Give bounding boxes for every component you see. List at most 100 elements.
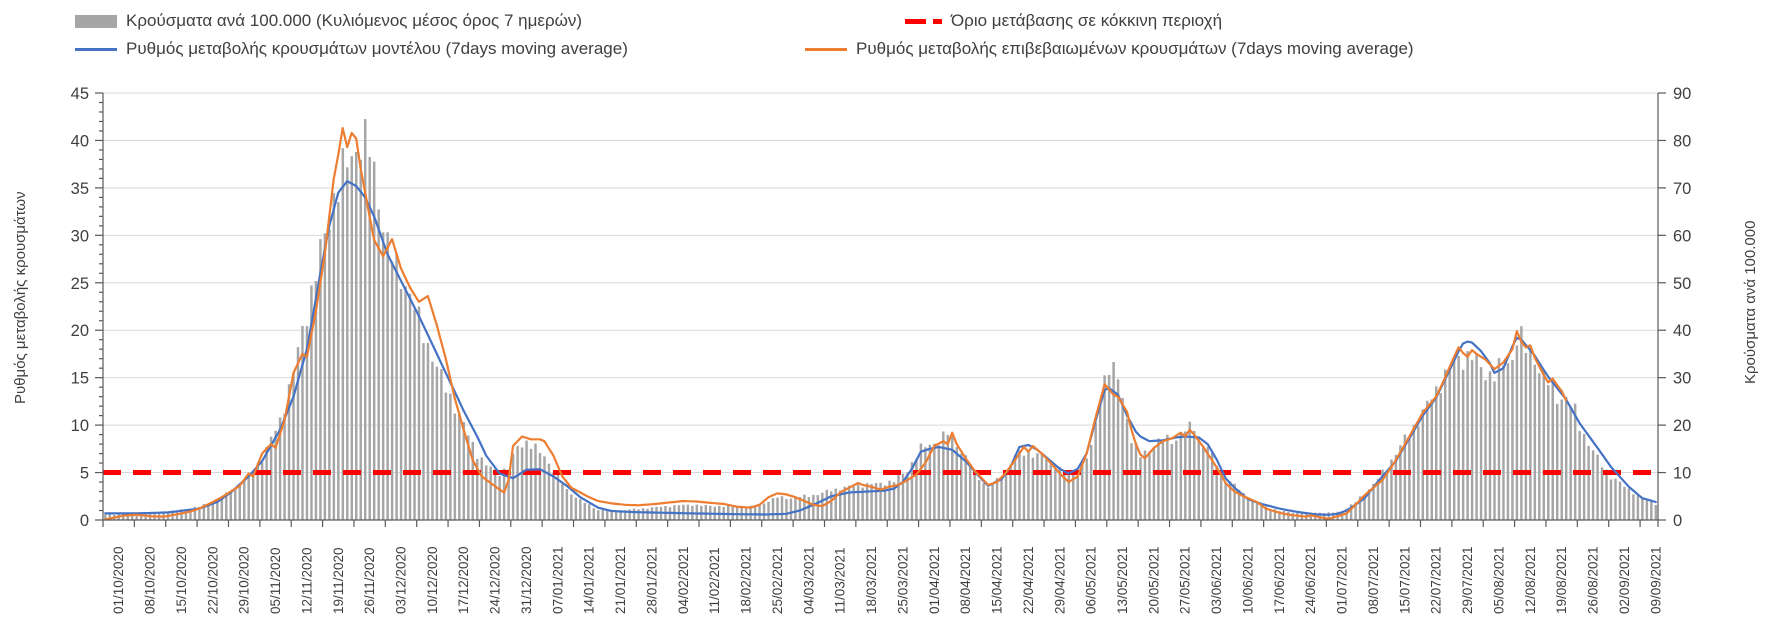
legend-label: Κρούσματα ανά 100.000 (Κυλιόμενος μέσος … bbox=[126, 11, 583, 30]
legend-item-cases-bars: Κρούσματα ανά 100.000 (Κυλιόμενος μέσος … bbox=[75, 11, 582, 31]
x-axis-tick-label: 31/12/2020 bbox=[519, 546, 534, 614]
bar bbox=[511, 453, 515, 520]
bar bbox=[283, 413, 286, 520]
bar bbox=[1650, 501, 1653, 520]
bar bbox=[180, 509, 183, 520]
x-axis-tick-label: 10/06/2021 bbox=[1240, 546, 1255, 614]
left-axis-tick-label: 35 bbox=[71, 180, 89, 198]
bar bbox=[955, 446, 958, 520]
bar bbox=[1143, 450, 1147, 520]
bar bbox=[919, 443, 923, 520]
bar bbox=[1031, 457, 1035, 520]
bar bbox=[251, 472, 255, 520]
bar bbox=[1385, 470, 1389, 520]
bar bbox=[780, 496, 784, 520]
bar bbox=[1273, 509, 1277, 520]
dashed-line-swatch bbox=[905, 18, 942, 24]
bar bbox=[1358, 496, 1362, 520]
bar bbox=[1551, 382, 1554, 520]
left-axis-tick-label: 10 bbox=[71, 417, 89, 435]
bar bbox=[758, 504, 761, 520]
bar bbox=[812, 494, 815, 520]
x-axis-tick-label: 15/04/2021 bbox=[990, 546, 1005, 614]
x-axis-tick-label: 20/05/2021 bbox=[1146, 546, 1161, 614]
legend-item-red-threshold: Όριο μετάβασης σε κόκκινη περιοχή bbox=[905, 11, 1222, 31]
bar bbox=[1363, 494, 1366, 520]
bar bbox=[108, 514, 112, 520]
bar bbox=[426, 342, 430, 520]
x-axis-tick-label: 26/08/2021 bbox=[1586, 546, 1601, 614]
bar bbox=[767, 501, 770, 520]
bar bbox=[1372, 483, 1375, 520]
bar bbox=[1282, 510, 1286, 520]
bar bbox=[1600, 467, 1604, 520]
bar bbox=[597, 510, 600, 520]
legend-label: Ρυθμός μεταβολής κρουσμάτων μοντέλου (7d… bbox=[126, 39, 628, 58]
bar bbox=[552, 472, 555, 520]
bar bbox=[1403, 434, 1407, 520]
bar bbox=[1049, 460, 1053, 520]
bar bbox=[1488, 371, 1492, 520]
bar bbox=[870, 484, 873, 520]
x-axis-tick-label: 22/10/2020 bbox=[205, 546, 220, 614]
bar bbox=[986, 487, 990, 520]
bar bbox=[1515, 345, 1519, 520]
bar bbox=[628, 509, 631, 520]
bar bbox=[807, 497, 811, 520]
bar bbox=[561, 484, 564, 520]
bar bbox=[1251, 499, 1254, 520]
x-axis-tick-label: 01/04/2021 bbox=[927, 546, 942, 614]
x-axis-tick-label: 15/07/2021 bbox=[1397, 546, 1412, 614]
bar bbox=[135, 514, 138, 520]
bar bbox=[910, 462, 914, 520]
bar bbox=[1103, 375, 1106, 520]
bar bbox=[1461, 369, 1465, 520]
bar bbox=[1255, 502, 1259, 520]
bar bbox=[601, 510, 604, 520]
bar bbox=[413, 309, 416, 520]
x-axis-tick-label: 18/03/2021 bbox=[864, 546, 879, 614]
bar bbox=[924, 447, 927, 520]
bar bbox=[1627, 488, 1631, 520]
bar bbox=[1493, 381, 1496, 520]
bar bbox=[238, 485, 241, 520]
bar bbox=[1399, 445, 1402, 520]
bar bbox=[534, 443, 537, 520]
bar bbox=[390, 261, 394, 520]
bar bbox=[1367, 489, 1371, 520]
bar bbox=[1175, 440, 1178, 520]
bar bbox=[1529, 349, 1532, 520]
bar bbox=[1054, 469, 1057, 520]
right-axis-tick-label: 0 bbox=[1673, 512, 1682, 530]
x-axis-tick-label: 19/08/2021 bbox=[1554, 546, 1569, 614]
bar bbox=[377, 209, 380, 520]
right-axis-tick-label: 30 bbox=[1673, 370, 1691, 388]
bar bbox=[292, 373, 295, 520]
bar bbox=[892, 482, 896, 520]
bar bbox=[632, 508, 636, 520]
bar bbox=[287, 384, 291, 520]
bar bbox=[959, 453, 963, 520]
bar bbox=[865, 483, 869, 520]
bar bbox=[198, 506, 201, 520]
bar bbox=[1264, 506, 1268, 520]
bar bbox=[579, 499, 582, 520]
bar bbox=[605, 510, 609, 520]
bar bbox=[1605, 469, 1608, 520]
right-axis-tick-label: 10 bbox=[1673, 465, 1691, 483]
bar bbox=[1421, 409, 1425, 520]
bar bbox=[122, 514, 125, 520]
bar bbox=[883, 485, 887, 520]
bar bbox=[440, 369, 443, 520]
bar bbox=[1098, 402, 1102, 520]
bar bbox=[1573, 403, 1577, 520]
bar bbox=[1134, 442, 1138, 520]
bar bbox=[381, 232, 385, 521]
bar bbox=[1085, 458, 1088, 520]
bar bbox=[1166, 434, 1169, 520]
bar bbox=[1390, 459, 1393, 520]
left-axis-tick-label: 0 bbox=[80, 512, 89, 530]
bar-swatch bbox=[75, 14, 117, 28]
confirmed-rate-line bbox=[104, 127, 1568, 521]
